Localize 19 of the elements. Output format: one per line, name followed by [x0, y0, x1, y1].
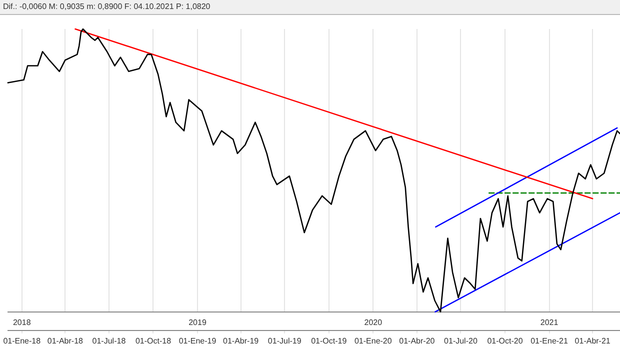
x2-tick-label: 2020	[364, 318, 383, 327]
x-tick-label: 01-Ene-19	[178, 336, 217, 346]
x-tick-label: 01-Oct-20	[487, 336, 524, 346]
x-tick-label: 01-Abr-18	[47, 336, 84, 346]
x-tick-label: 01-Abr-19	[223, 336, 260, 346]
x-tick-label: 01-Abr-21	[574, 336, 611, 346]
x-tick-label: 01-Jul-18	[92, 336, 126, 346]
x-tick-label: 01-Abr-20	[399, 336, 436, 346]
x2-tick-label: 2019	[188, 318, 207, 327]
x2-tick-label: 2018	[12, 318, 32, 327]
x-tick-label: 01-Jul-20	[444, 336, 478, 346]
x-tick-label: 01-Ene-20	[354, 336, 392, 346]
text: Dif.: -0,0060 M: 0,9035 m: 0,8900 F: 04.10.2021 P: 1,0820	[3, 1, 210, 13]
x-tick-label: 01-Oct-18	[135, 336, 172, 346]
x-tick-label: 01-Ene-18	[3, 336, 42, 346]
x-tick-label: 01-Ene-21	[530, 336, 568, 346]
x-tick-label: 01-Oct-19	[311, 336, 348, 346]
x2-tick-label: 2021	[540, 318, 559, 327]
x-tick-label: 01-Jul-19	[268, 336, 302, 346]
